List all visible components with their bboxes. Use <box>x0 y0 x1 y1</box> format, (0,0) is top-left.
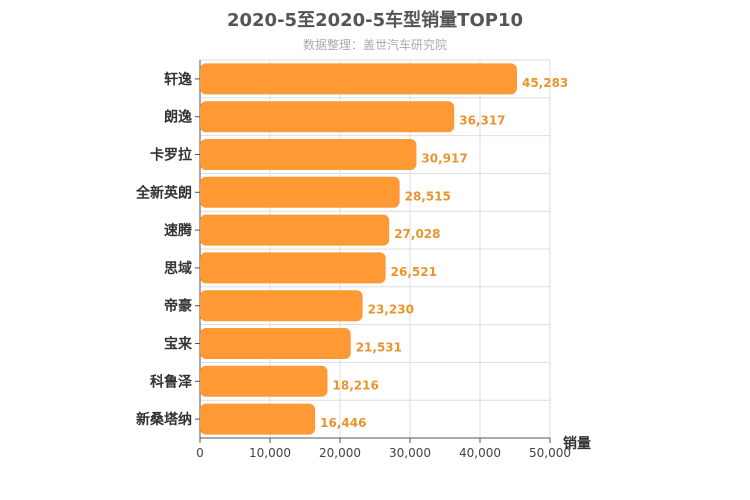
category-label: 卡罗拉 <box>150 147 192 164</box>
value-label: 23,230 <box>368 303 414 317</box>
category-label: 轩逸 <box>164 71 192 88</box>
value-label: 16,446 <box>320 416 366 430</box>
bar <box>200 139 417 170</box>
x-tick-label: 0 <box>196 446 204 460</box>
category-label: 思域 <box>164 260 192 277</box>
bar <box>200 176 400 208</box>
x-tick-label: 50,000 <box>529 446 571 460</box>
category-label: 帝豪 <box>164 298 192 315</box>
category-label: 朗逸 <box>164 109 192 126</box>
chart-title: 2020-5至2020-5车型销量TOP10 <box>226 10 523 31</box>
value-label: 30,917 <box>421 152 467 166</box>
category-label: 科鲁泽 <box>150 373 192 390</box>
bar <box>200 365 328 397</box>
x-tick-label: 10,000 <box>249 446 291 460</box>
category-label: 速腾 <box>164 222 193 239</box>
x-tick-label: 20,000 <box>319 446 361 460</box>
bar <box>200 214 390 246</box>
value-label: 28,515 <box>405 189 451 203</box>
x-axis-title: 销量 <box>563 435 591 452</box>
bar <box>200 252 386 284</box>
value-label: 36,317 <box>459 114 505 128</box>
bar <box>200 403 316 435</box>
value-label: 21,531 <box>356 341 402 355</box>
value-label: 26,521 <box>391 265 437 279</box>
x-tick-label: 30,000 <box>389 446 431 460</box>
bar <box>200 290 363 322</box>
bar <box>200 63 517 95</box>
category-label: 全新英朗 <box>135 184 192 201</box>
bar <box>200 328 351 359</box>
category-label: 新桑塔纳 <box>136 411 192 428</box>
value-label: 45,283 <box>522 76 568 90</box>
x-tick-label: 40,000 <box>459 446 501 460</box>
category-label: 宝来 <box>164 336 193 353</box>
value-label: 27,028 <box>394 227 440 241</box>
bar <box>200 101 455 133</box>
value-label: 18,216 <box>333 378 379 392</box>
chart-subtitle: 数据整理：盖世汽车研究院 <box>302 38 447 52</box>
